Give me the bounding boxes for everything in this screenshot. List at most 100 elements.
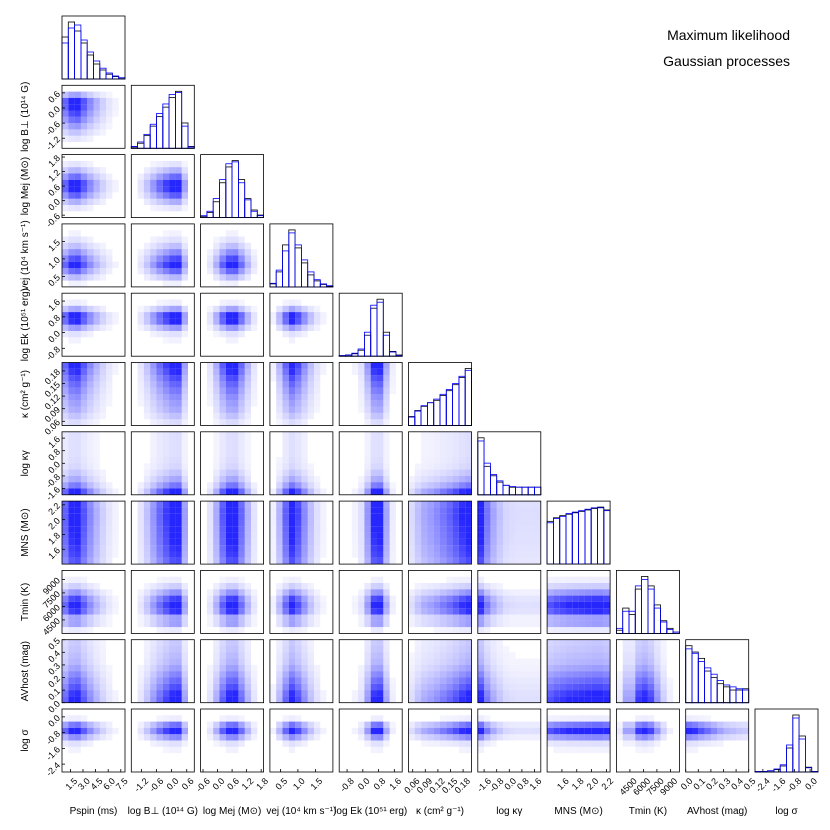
density-cell [206,608,214,615]
density-cell [213,721,220,728]
density-cell [80,589,88,596]
density-cell [503,614,510,621]
density-cell [282,652,289,659]
density-cell [566,589,573,596]
density-cell [421,463,428,470]
density-cell [238,475,245,483]
density-cell [603,652,611,659]
density-cell [251,551,258,558]
density-cell [87,469,94,476]
density-cell [74,186,81,193]
density-cell [156,400,163,407]
density-cell [238,715,245,722]
density-cell [169,444,176,451]
density-cell [421,532,428,539]
density-cell [225,261,233,268]
density-cell [458,740,466,747]
density-cell [156,331,163,338]
density-cell [584,658,592,665]
density-cell [276,595,283,602]
density-cell [377,671,384,678]
density-cell [62,387,69,394]
density-cell [427,507,434,514]
density-cell [446,721,453,728]
density-cell [496,557,503,565]
density-cell [629,677,636,684]
density-cell [106,387,113,394]
density-cell [377,394,384,401]
density-cell [458,658,466,665]
density-cell [276,394,283,401]
density-cell [704,721,711,728]
density-cell [477,513,485,520]
density-cell [414,696,422,703]
density-cell [175,324,182,331]
density-cell [421,620,428,628]
density-cell [169,236,176,243]
density-cell [62,557,69,565]
density-cell [314,507,321,514]
density-cell [213,362,220,369]
density-cell [427,683,434,691]
density-cell [358,526,365,533]
density-cell [553,664,560,672]
density-cell [534,532,541,539]
density-cell [175,526,182,533]
density-cell [295,576,302,583]
density-cell [219,677,226,684]
density-cell [232,545,239,552]
density-cell [219,683,226,691]
histogram-bin [553,518,561,565]
histogram-bin [521,486,529,496]
density-cell [175,614,182,621]
density-cell [566,671,573,678]
density-cell [150,431,157,439]
histogram-bin [729,689,737,704]
density-cell [181,242,188,250]
density-cell [206,721,214,728]
density-cell [377,381,384,388]
density-cell [370,595,377,602]
histogram-bin [275,269,283,288]
density-cell [68,627,75,634]
density-cell [307,412,314,420]
density-cell [364,589,371,596]
density-cell [106,520,113,527]
density-cell [440,664,447,672]
density-cell [276,526,283,533]
density-cell [509,721,516,728]
density-cell [534,727,541,735]
density-cell [622,690,629,697]
density-cell [427,601,434,609]
density-cell [288,419,296,426]
density-cell [62,450,69,457]
density-cell [213,324,220,331]
density-cell [484,727,491,735]
density-cell [181,601,188,609]
density-cell [244,381,251,388]
density-cell [301,450,308,457]
density-cell [364,683,371,691]
density-cell [225,280,233,287]
density-cell [162,532,170,539]
density-cell [62,116,69,124]
density-cell [219,658,226,665]
density-cell [219,381,226,388]
density-cell [597,601,604,609]
density-cell [80,173,88,180]
density-cell [137,368,144,376]
density-cell [181,696,188,703]
density-cell [232,690,239,697]
density-cell [465,501,472,508]
density-cell [698,734,705,741]
density-cell [383,526,390,533]
histogram-bin [382,334,390,357]
density-cell [244,601,251,609]
density-cell [219,375,226,382]
density-cell [584,677,592,684]
density-cell [307,532,314,539]
density-cell [62,583,69,590]
density-cell [421,538,428,546]
density-cell [80,91,88,98]
density-cell [112,513,119,520]
